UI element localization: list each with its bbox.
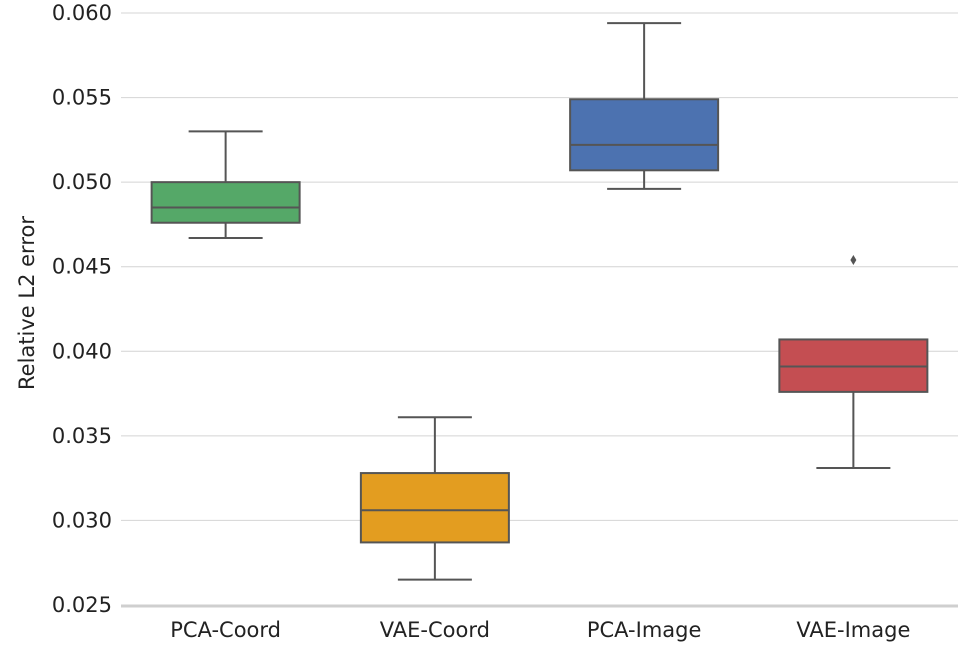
outlier-point [850,254,857,265]
y-tick-labels: 0.025 0.030 0.035 0.040 0.045 0.050 0.055 0.060 [52,1,112,617]
iqr-box [150,181,301,224]
y-tick-label: 0.045 [52,255,112,279]
box-vae-coord [359,416,510,581]
y-gridlines [121,12,958,521]
y-axis-label: Relative L2 error [15,216,39,390]
iqr-box [359,472,510,544]
box-pca-coord [150,130,301,239]
boxes [150,22,929,581]
x-tick-label: VAE-Coord [380,618,490,642]
x-tick-label: VAE-Image [796,618,910,642]
y-tick-label: 0.060 [52,1,112,25]
x-tick-label: PCA-Image [587,618,702,642]
y-tick-label: 0.030 [52,508,112,532]
x-tick-labels: PCA-Coord VAE-Coord PCA-Image VAE-Image [170,618,910,642]
box-pca-image [569,22,720,190]
box-vae-image [778,254,929,469]
iqr-box [569,98,720,172]
y-tick-label: 0.040 [52,339,112,363]
y-tick-label: 0.025 [52,593,112,617]
y-tick-label: 0.050 [52,170,112,194]
x-tick-label: PCA-Coord [170,618,281,642]
y-tick-label: 0.055 [52,86,112,110]
y-tick-label: 0.035 [52,424,112,448]
